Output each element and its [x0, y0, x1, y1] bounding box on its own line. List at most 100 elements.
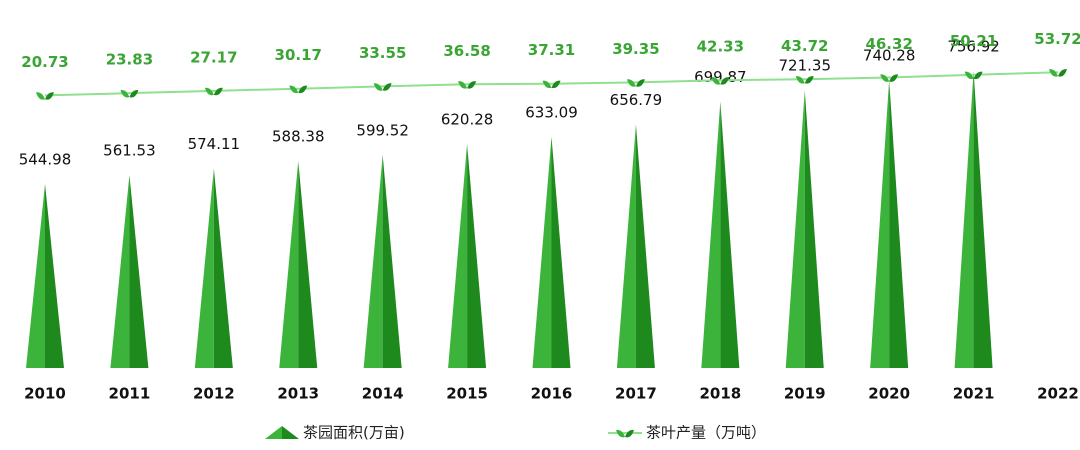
leaf [382, 83, 392, 91]
bar-right [889, 79, 909, 368]
value-label: 656.79 [610, 91, 663, 109]
leaf [45, 92, 54, 100]
bar-left [363, 154, 383, 368]
bar-left [194, 168, 214, 368]
value-label: 37.31 [528, 41, 575, 59]
bar-left [954, 70, 974, 368]
leaf [720, 77, 730, 85]
x-tick-label: 2014 [362, 385, 404, 403]
leaf [129, 90, 139, 98]
leaf [467, 81, 477, 89]
line-marker [120, 90, 139, 98]
legend-swatch [616, 429, 634, 438]
line-marker [1049, 69, 1067, 77]
leaf [204, 87, 214, 96]
legend-swatch [265, 426, 282, 439]
line-marker [626, 79, 645, 87]
value-label: 756.92 [947, 37, 1000, 55]
bar [954, 70, 993, 368]
x-tick-label: 2012 [193, 385, 235, 403]
bar-right [45, 184, 64, 368]
bar [532, 137, 571, 368]
bar-right [298, 160, 318, 368]
x-tick-label: 2020 [868, 385, 910, 403]
x-tick-label: 2011 [109, 385, 151, 403]
value-label: 42.33 [697, 38, 744, 56]
bar [194, 168, 233, 368]
value-label: 620.28 [441, 110, 494, 128]
bar [870, 79, 909, 368]
bar-right [973, 70, 993, 368]
line-marker [542, 80, 561, 89]
bar [363, 154, 402, 368]
legend-label: 茶叶产量（万吨） [646, 424, 766, 442]
value-label: 30.17 [275, 46, 322, 64]
value-label: 39.35 [612, 40, 659, 58]
leaf [889, 74, 899, 82]
value-label: 36.58 [443, 42, 490, 60]
x-tick-label: 2018 [699, 385, 741, 403]
leaf [542, 80, 552, 89]
legend-label: 茶园面积(万亩) [303, 424, 405, 442]
value-label: 33.55 [359, 44, 406, 62]
leaf [289, 85, 299, 94]
leaf [795, 76, 805, 84]
x-tick-label: 2010 [24, 385, 66, 403]
bar-left [532, 137, 552, 368]
value-label: 721.35 [779, 56, 832, 74]
leaf [373, 83, 383, 91]
value-label: 27.17 [190, 48, 237, 66]
x-tick-label: 2016 [531, 385, 573, 403]
x-tick-label: 2017 [615, 385, 657, 403]
leaf [804, 76, 814, 84]
line-marker [880, 74, 899, 82]
line-marker [964, 71, 983, 80]
bar-right [551, 137, 571, 368]
value-label: 50.21 [950, 32, 997, 50]
bar [26, 184, 64, 368]
value-label: 633.09 [525, 104, 578, 122]
bar-left [785, 89, 805, 369]
leaf [626, 79, 636, 87]
bar-right [720, 101, 740, 369]
line-marker [795, 76, 814, 84]
bar-left [448, 143, 468, 368]
leaf [551, 80, 561, 89]
bar [616, 124, 655, 369]
x-tick-label: 2013 [277, 385, 319, 403]
value-label: 23.83 [106, 51, 153, 69]
line-marker [373, 83, 392, 91]
value-label: 46.32 [865, 35, 912, 53]
line-marker [204, 87, 223, 96]
bar-right [213, 168, 233, 368]
bar [110, 175, 149, 368]
x-tick-label: 2019 [784, 385, 826, 403]
leaf [458, 81, 468, 89]
leaf [880, 74, 890, 82]
leaf [36, 92, 45, 100]
leaf [120, 90, 130, 98]
value-label: 561.53 [103, 142, 156, 160]
leaf [1049, 69, 1058, 77]
bar-right [467, 143, 487, 368]
leaf [711, 77, 721, 85]
bar-left [26, 184, 45, 368]
bar-left [870, 79, 890, 368]
value-label: 588.38 [272, 127, 325, 145]
value-label: 20.73 [21, 53, 68, 71]
bar-left [616, 124, 636, 369]
leaf [973, 71, 983, 80]
bar [448, 143, 487, 368]
bar-left [110, 175, 130, 368]
leaf [616, 429, 625, 438]
bar-right [804, 89, 824, 369]
bar [279, 160, 318, 368]
legend-swatch [282, 426, 299, 439]
value-label: 43.72 [781, 37, 828, 55]
leaf [1058, 69, 1067, 77]
leaf [298, 85, 308, 94]
x-tick-label: 2015 [446, 385, 488, 403]
leaf [635, 79, 645, 87]
leaf [625, 429, 634, 438]
